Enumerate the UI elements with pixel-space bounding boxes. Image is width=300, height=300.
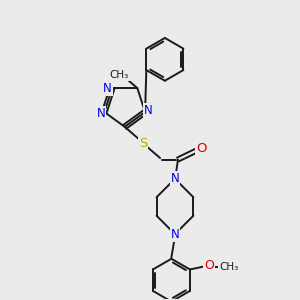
- Text: O: O: [204, 260, 214, 272]
- Text: N: N: [144, 104, 152, 117]
- Text: S: S: [139, 137, 147, 150]
- Text: O: O: [196, 142, 207, 155]
- Text: N: N: [171, 228, 179, 241]
- Text: N: N: [171, 172, 179, 185]
- Text: CH₃: CH₃: [110, 70, 129, 80]
- Text: N: N: [96, 107, 105, 120]
- Text: N: N: [103, 82, 112, 94]
- Text: CH₃: CH₃: [219, 262, 238, 272]
